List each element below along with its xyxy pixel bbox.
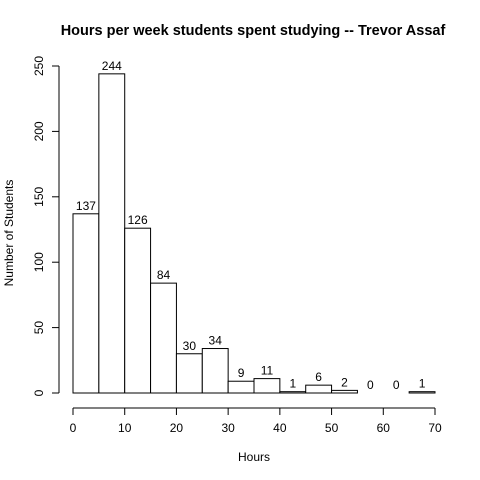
bar-count-label: 84 xyxy=(157,268,171,282)
histogram-bar xyxy=(124,227,152,394)
bar-count-label: 1 xyxy=(419,377,426,391)
y-tick-label: 200 xyxy=(32,121,46,141)
x-axis: 0 10 20 30 40 50 60 70 xyxy=(70,407,442,435)
y-tick-label: 0 xyxy=(32,389,46,396)
bar-count-label: 137 xyxy=(76,199,96,213)
bar-count-label: 9 xyxy=(238,366,245,380)
histogram-bar xyxy=(175,353,203,394)
x-axis-label: Hours xyxy=(238,450,270,464)
histogram-bar xyxy=(72,213,100,394)
bar-count-label: 1 xyxy=(289,377,296,391)
histogram-bar xyxy=(98,73,126,394)
bar-count-label: 2 xyxy=(341,375,348,389)
histogram-bar xyxy=(331,389,358,394)
chart-title: Hours per week students spent studying -… xyxy=(61,23,446,39)
bar-count-label: 6 xyxy=(315,370,322,384)
x-tick-label: 0 xyxy=(70,421,77,435)
histogram-bar xyxy=(227,380,255,394)
bar-count-label: 34 xyxy=(209,334,223,348)
histogram-bar xyxy=(201,348,229,394)
histogram-bar xyxy=(408,391,436,394)
bar-count-label: 244 xyxy=(102,59,122,73)
bars-group xyxy=(72,73,436,394)
x-tick-label: 60 xyxy=(377,421,391,435)
x-tick-label: 50 xyxy=(325,421,339,435)
y-tick-label: 100 xyxy=(32,252,46,272)
bar-count-label: 0 xyxy=(367,378,374,392)
bar-count-label: 11 xyxy=(261,364,274,378)
x-tick-label: 10 xyxy=(118,421,132,435)
histogram-bar xyxy=(305,384,333,394)
y-tick-label: 250 xyxy=(32,56,46,76)
x-tick-label: 70 xyxy=(428,421,442,435)
y-axis: 0 50 100 150 200 250 xyxy=(32,56,60,396)
bar-count-label: 126 xyxy=(128,213,148,227)
bar-count-label: 0 xyxy=(393,378,400,392)
y-tick-label: 150 xyxy=(32,186,46,206)
x-tick-label: 40 xyxy=(273,421,287,435)
x-tick-label: 30 xyxy=(221,421,235,435)
y-tick-label: 50 xyxy=(32,321,46,335)
y-axis-label: Number of Students xyxy=(2,180,16,287)
bar-count-label: 30 xyxy=(183,339,197,353)
histogram-bar xyxy=(150,282,177,394)
histogram-bar xyxy=(253,378,281,394)
x-tick-label: 20 xyxy=(170,421,184,435)
histogram-bar xyxy=(279,391,307,394)
